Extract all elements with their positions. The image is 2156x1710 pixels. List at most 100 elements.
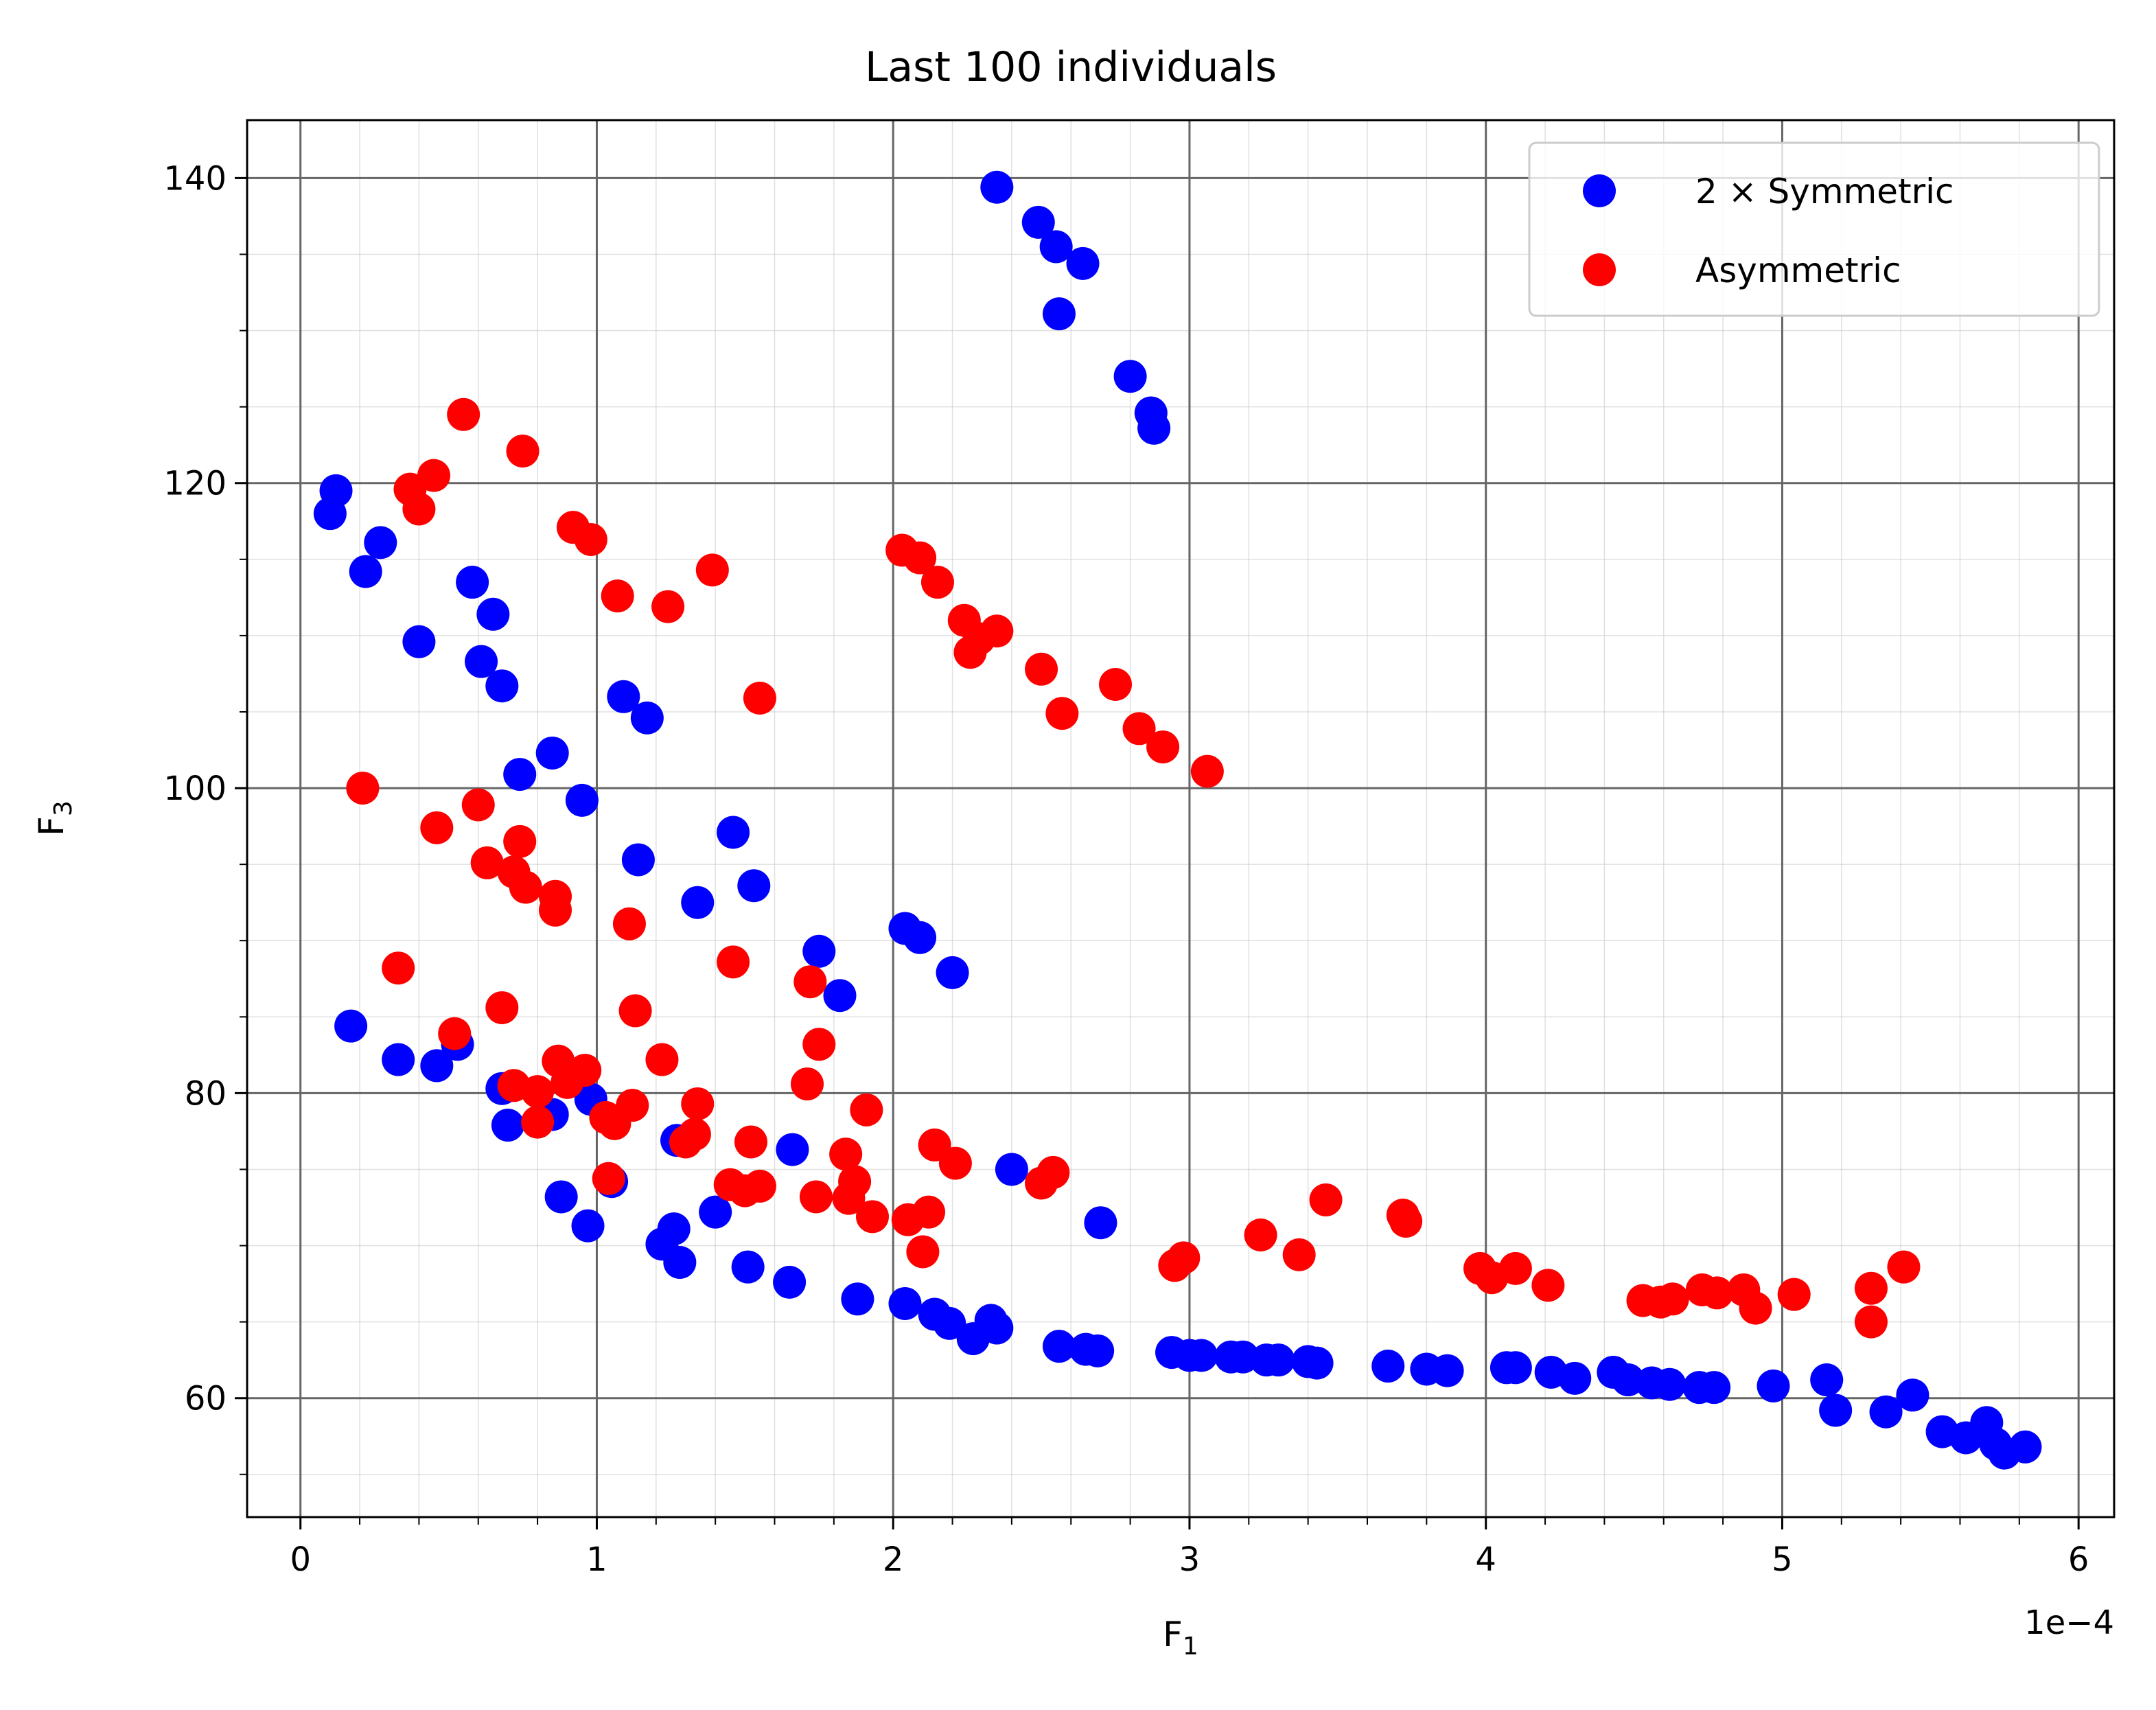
- asymmetric-point: [1025, 1166, 1058, 1200]
- symmetric-point: [476, 597, 510, 631]
- asymmetric-point: [1045, 697, 1079, 730]
- symmetric-point: [903, 921, 937, 954]
- symmetric-point: [802, 934, 836, 968]
- asymmetric-point: [734, 1125, 767, 1159]
- asymmetric-point: [903, 541, 937, 575]
- symmetric-point: [485, 669, 519, 703]
- x-tick-label: 1: [586, 1540, 607, 1579]
- symmetric-point: [630, 701, 664, 735]
- asymmetric-point: [592, 1162, 625, 1195]
- asymmetric-point: [521, 1105, 555, 1139]
- data-points: [313, 170, 2042, 1470]
- x-tick-label: 2: [883, 1540, 904, 1579]
- symmetric-point: [980, 170, 1014, 204]
- y-tick-label: 120: [163, 465, 227, 503]
- symmetric-point: [334, 1009, 368, 1043]
- symmetric-point: [491, 1109, 524, 1142]
- symmetric-point: [933, 1306, 966, 1340]
- asymmetric-point: [346, 772, 380, 805]
- asymmetric-point: [1244, 1218, 1277, 1252]
- asymmetric-point: [550, 1065, 584, 1099]
- asymmetric-point: [717, 945, 750, 979]
- plot-area: [247, 120, 2114, 1517]
- symmetric-point: [1558, 1361, 1592, 1395]
- asymmetric-point: [1700, 1276, 1734, 1310]
- y-tick-label: 80: [185, 1074, 227, 1113]
- x-tick-label: 5: [1772, 1540, 1793, 1579]
- asymmetric-point: [651, 590, 685, 623]
- symmetric-point: [382, 1043, 415, 1076]
- asymmetric-point: [695, 553, 729, 587]
- asymmetric-point: [645, 1043, 679, 1076]
- asymmetric-point: [743, 681, 776, 715]
- symmetric-point: [364, 526, 397, 559]
- symmetric-point: [1371, 1350, 1405, 1383]
- plot-frame: [246, 119, 2116, 1518]
- symmetric-point: [465, 645, 498, 678]
- series-asymmetric: [346, 397, 1921, 1339]
- asymmetric-point: [503, 824, 537, 858]
- symmetric-point: [456, 566, 489, 599]
- symmetric-point: [535, 736, 569, 770]
- symmetric-point: [420, 1049, 454, 1083]
- x-axis-title-subscript: 1: [1183, 1632, 1198, 1661]
- legend-box: [1528, 141, 2100, 317]
- asymmetric-point: [612, 907, 646, 940]
- symmetric-point: [1021, 205, 1055, 239]
- symmetric-point: [1185, 1339, 1218, 1372]
- asymmetric-point: [1854, 1305, 1888, 1339]
- symmetric-point: [995, 1153, 1028, 1186]
- asymmetric-point: [829, 1137, 863, 1171]
- asymmetric-point: [1146, 730, 1180, 764]
- asymmetric-point: [802, 1028, 836, 1061]
- asymmetric-point: [799, 1180, 833, 1214]
- asymmetric-point: [402, 492, 436, 526]
- asymmetric-point: [461, 788, 495, 822]
- asymmetric-point: [506, 435, 540, 468]
- y-axis-title-main: F: [32, 816, 71, 836]
- symmetric-point: [503, 758, 537, 792]
- asymmetric-point: [1309, 1183, 1343, 1216]
- symmetric-point: [1066, 246, 1100, 280]
- x-tick-label: 4: [1475, 1540, 1496, 1579]
- symmetric-point: [776, 1133, 809, 1166]
- asymmetric-point: [601, 579, 634, 613]
- asymmetric-point: [850, 1093, 883, 1126]
- y-tick-label: 140: [163, 159, 227, 198]
- asymmetric-point: [743, 1169, 776, 1203]
- symmetric-point: [936, 956, 969, 989]
- asymmetric-point: [1099, 667, 1133, 701]
- asymmetric-point: [855, 1200, 889, 1234]
- symmetric-point: [1869, 1395, 1903, 1429]
- asymmetric-point: [447, 397, 480, 431]
- x-axis-scale-label: 1e−4: [2024, 1604, 2114, 1642]
- asymmetric-point: [906, 1235, 940, 1269]
- symmetric-point: [681, 886, 715, 919]
- legend-label-asymmetric: Asymmetric: [1695, 251, 1901, 290]
- symmetric-point: [1137, 411, 1171, 445]
- asymmetric-point: [539, 893, 572, 927]
- symmetric-point: [663, 1245, 697, 1279]
- legend-label-symmetric: 2 × Symmetric: [1695, 172, 1954, 211]
- legend-marker-asymmetric: [1583, 253, 1616, 286]
- asymmetric-point: [1739, 1291, 1772, 1325]
- symmetric-point: [737, 869, 771, 903]
- asymmetric-point: [1498, 1251, 1532, 1285]
- symmetric-point: [1498, 1351, 1532, 1385]
- legend: 2 × Symmetric Asymmetric: [1528, 141, 2100, 317]
- asymmetric-point: [1167, 1241, 1201, 1275]
- symmetric-point: [841, 1282, 874, 1316]
- asymmetric-point: [1531, 1269, 1565, 1302]
- x-tick-label: 0: [290, 1540, 311, 1579]
- asymmetric-point: [521, 1075, 555, 1109]
- asymmetric-point: [1777, 1278, 1811, 1311]
- y-axis-title-subscript: 3: [49, 800, 78, 816]
- asymmetric-point: [1656, 1282, 1689, 1316]
- symmetric-point: [621, 843, 655, 877]
- symmetric-point: [607, 680, 640, 713]
- asymmetric-point: [791, 1067, 824, 1101]
- asymmetric-point: [832, 1181, 866, 1215]
- asymmetric-point: [953, 636, 987, 669]
- asymmetric-point: [509, 870, 542, 904]
